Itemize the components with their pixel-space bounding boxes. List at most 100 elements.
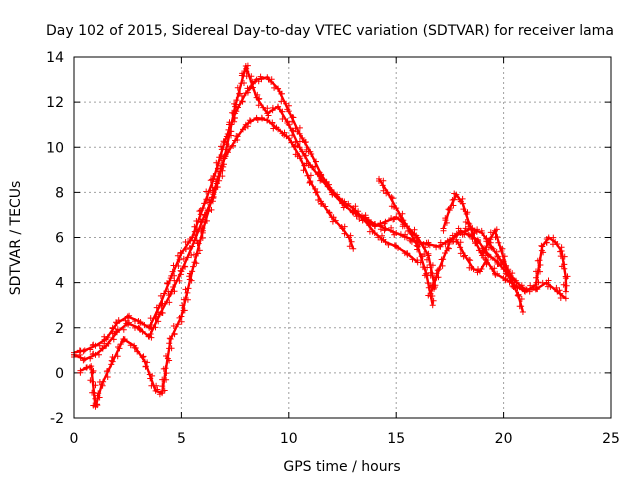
y-axis-label: SDTVAR / TECUs: [8, 181, 24, 296]
chart-title: Day 102 of 2015, Sidereal Day-to-day VTE…: [46, 23, 614, 39]
data-point: [472, 239, 479, 246]
data-point: [210, 189, 217, 196]
data-point: [199, 205, 206, 212]
data-point: [511, 281, 518, 288]
data-point: [479, 252, 486, 259]
series-6: [440, 190, 520, 286]
data-point: [403, 223, 410, 230]
y-tick-label: 14: [46, 50, 64, 66]
data-point: [109, 358, 116, 365]
y-tick-label: 6: [55, 231, 64, 247]
data-point: [339, 198, 346, 205]
data-point: [135, 317, 142, 324]
series-3: [77, 114, 357, 410]
data-point: [199, 227, 206, 234]
data-point: [393, 229, 400, 236]
data-point: [232, 110, 239, 117]
data-point: [436, 266, 443, 273]
x-tick-label: 10: [280, 431, 298, 447]
data-point: [440, 225, 447, 232]
data-series: [71, 62, 571, 410]
y-tick-label: 12: [46, 95, 64, 111]
x-tick-labels: 0 5 10 15 20 25: [70, 431, 620, 447]
data-point: [562, 275, 569, 282]
data-point: [88, 363, 95, 370]
data-point: [285, 108, 292, 115]
data-point: [141, 358, 148, 365]
data-point: [124, 313, 131, 320]
data-point: [285, 121, 292, 128]
data-point: [264, 117, 271, 124]
data-point: [152, 387, 159, 394]
data-point: [328, 187, 335, 194]
data-point: [296, 144, 303, 151]
data-point: [77, 367, 84, 374]
x-tick-label: 20: [495, 431, 513, 447]
series-trace: [79, 116, 355, 408]
data-point: [376, 175, 383, 182]
data-point: [318, 171, 325, 178]
data-point: [103, 342, 110, 349]
data-point: [562, 288, 569, 295]
data-point: [427, 290, 434, 297]
data-point: [461, 252, 468, 259]
data-point: [562, 295, 569, 302]
data-point: [414, 259, 421, 266]
data-point: [425, 252, 432, 259]
data-point: [489, 245, 496, 252]
data-point: [476, 268, 483, 275]
data-point: [232, 137, 239, 144]
y-tick-label: 2: [55, 321, 64, 337]
data-point: [500, 275, 507, 282]
data-point: [519, 308, 526, 315]
y-tick-label: -2: [50, 411, 64, 427]
grid-lines: [74, 57, 611, 418]
data-point: [253, 114, 260, 121]
data-point: [522, 288, 529, 295]
data-point: [504, 268, 511, 275]
data-point: [446, 239, 453, 246]
data-point: [81, 347, 88, 354]
data-point: [532, 281, 539, 288]
data-point: [459, 200, 466, 207]
data-point: [167, 275, 174, 282]
data-point: [382, 218, 389, 225]
data-point: [414, 243, 421, 250]
data-point: [242, 90, 249, 97]
data-point: [307, 178, 314, 185]
data-point: [146, 333, 153, 340]
data-point: [146, 324, 153, 331]
data-point: [242, 63, 249, 70]
data-point: [429, 302, 436, 309]
data-point: [178, 313, 185, 320]
data-point: [350, 207, 357, 214]
data-point: [103, 336, 110, 343]
data-point: [498, 248, 505, 255]
data-point: [545, 234, 552, 241]
data-point: [483, 257, 490, 264]
data-point: [189, 243, 196, 250]
data-point: [382, 225, 389, 232]
series-1: [71, 62, 569, 364]
data-point: [393, 205, 400, 212]
data-point: [113, 329, 120, 336]
data-point: [393, 243, 400, 250]
data-point: [384, 189, 391, 196]
series-trace: [73, 64, 567, 361]
series-2: [71, 73, 439, 358]
x-tick-label: 0: [70, 431, 79, 447]
data-point: [371, 223, 378, 230]
data-point: [264, 74, 271, 81]
data-point: [539, 243, 546, 250]
data-point: [515, 293, 522, 300]
data-point: [189, 268, 196, 275]
data-point: [382, 239, 389, 246]
data-point: [275, 126, 282, 133]
series-markers: [71, 73, 439, 358]
y-tick-label: 0: [55, 366, 64, 382]
data-point: [414, 234, 421, 241]
data-point: [221, 155, 228, 162]
data-point: [92, 403, 99, 410]
data-point: [360, 216, 367, 223]
series-5: [427, 225, 526, 315]
